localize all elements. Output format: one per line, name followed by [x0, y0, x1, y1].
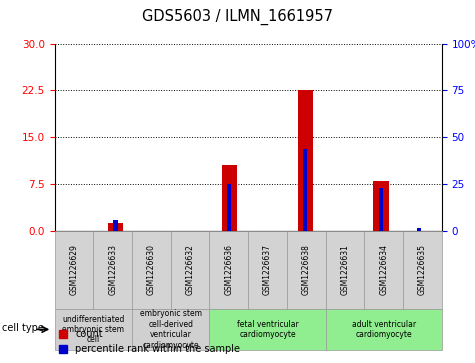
Text: embryonic stem
cell-derived
ventricular
cardiomyocyte: embryonic stem cell-derived ventricular … [140, 309, 202, 350]
Legend: count, percentile rank within the sample: count, percentile rank within the sample [55, 326, 244, 358]
Text: GSM1226638: GSM1226638 [302, 244, 311, 295]
Text: GDS5603 / ILMN_1661957: GDS5603 / ILMN_1661957 [142, 9, 333, 25]
Bar [417, 228, 421, 231]
Text: GSM1226631: GSM1226631 [341, 244, 350, 295]
Text: cell type: cell type [2, 323, 44, 333]
Text: GSM1226634: GSM1226634 [379, 244, 388, 295]
Bar [379, 188, 383, 231]
Text: fetal ventricular
cardiomyocyte: fetal ventricular cardiomyocyte [237, 320, 298, 339]
Bar [113, 220, 118, 231]
Bar [303, 149, 307, 231]
Text: GSM1226633: GSM1226633 [108, 244, 117, 295]
Bar [227, 184, 231, 231]
Bar [108, 223, 123, 231]
Bar [373, 181, 389, 231]
Text: GSM1226637: GSM1226637 [263, 244, 272, 295]
Bar [297, 90, 313, 231]
Text: GSM1226630: GSM1226630 [147, 244, 156, 295]
Text: undifferentiated
embryonic stem
cell: undifferentiated embryonic stem cell [62, 314, 124, 344]
Text: GSM1226636: GSM1226636 [224, 244, 233, 295]
Text: GSM1226629: GSM1226629 [69, 244, 78, 295]
Text: GSM1226632: GSM1226632 [186, 244, 195, 295]
Bar [222, 165, 237, 231]
Text: adult ventricular
cardiomyocyte: adult ventricular cardiomyocyte [352, 320, 416, 339]
Text: GSM1226635: GSM1226635 [418, 244, 427, 295]
